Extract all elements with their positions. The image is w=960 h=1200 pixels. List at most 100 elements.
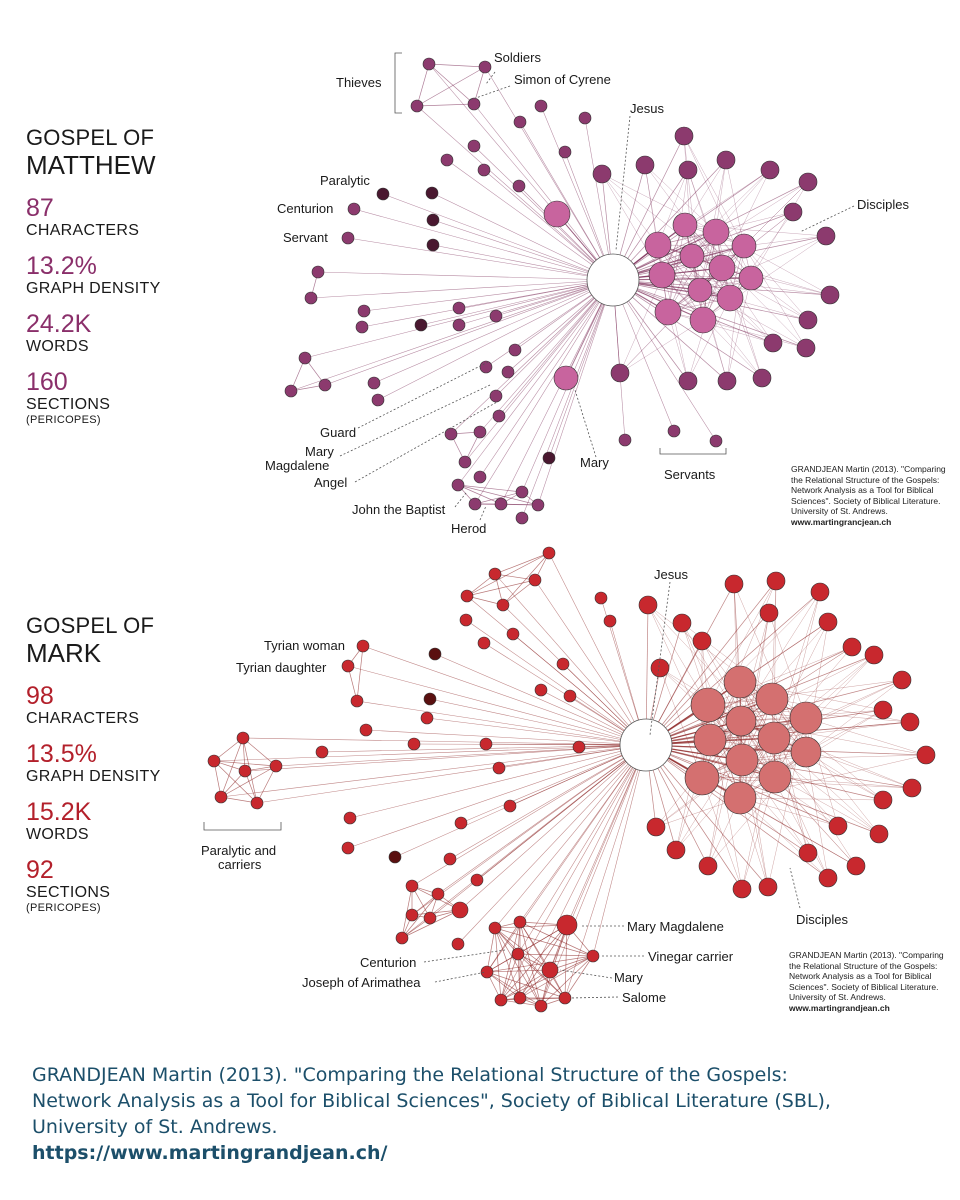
mark-label-jesus: Jesus <box>654 567 688 582</box>
matthew-node-45 <box>515 511 529 525</box>
matthew-ring-node-62 <box>752 368 772 388</box>
mark-node-19 <box>563 689 577 703</box>
mark-ring-node-81 <box>646 817 666 837</box>
matthew-node-33 <box>501 365 515 379</box>
matthew-hub-node-67 <box>543 200 571 228</box>
mark-node-25 <box>250 796 264 810</box>
mark-node-52 <box>558 991 572 1005</box>
mark-node-10 <box>428 647 442 661</box>
matthew-node-30 <box>371 393 385 407</box>
mark-disciple-node-83 <box>690 687 726 723</box>
mark-node-33 <box>341 841 355 855</box>
matthew-node-0 <box>422 57 436 71</box>
footer-line1: GRANDJEAN Martin (2013). "Comparing the … <box>32 1064 788 1086</box>
mark-node-45 <box>488 921 502 935</box>
mark-node-34 <box>388 850 402 864</box>
mark-node-24 <box>214 790 228 804</box>
mark-density-value: 13.5% <box>26 740 97 768</box>
mark-density-stat: 13.5% GRAPH DENSITY <box>26 740 161 786</box>
matthew-node-39 <box>473 470 487 484</box>
matthew-disciple-node-70 <box>672 212 698 238</box>
matthew-node-42 <box>468 497 482 511</box>
mark-ring-node-67 <box>873 700 893 720</box>
matthew-ring-node-63 <box>717 371 737 391</box>
mark-node-49 <box>586 949 600 963</box>
matthew-ring-node-65 <box>610 363 630 383</box>
matthew-ring-node-59 <box>798 310 818 330</box>
mark-citation-url: www.martingrandjean.ch <box>789 1002 890 1013</box>
mark-ring-node-63 <box>818 612 838 632</box>
mark-words-value: 15.2K <box>26 798 92 826</box>
mark-node-18 <box>534 683 548 697</box>
matthew-jesus-node <box>586 253 640 307</box>
footer-line2: Network Analysis as a Tool for Biblical … <box>32 1090 831 1112</box>
mark-node-0 <box>542 546 556 560</box>
matthew-ring-node-52 <box>678 160 698 180</box>
mark-label-vinegar: Vinegar carrier <box>648 949 734 964</box>
matthew-node-48 <box>667 424 681 438</box>
mark-nodes <box>207 546 936 1013</box>
mark-title-line2: MARK <box>26 638 102 668</box>
matthew-characters-value: 87 <box>26 194 54 222</box>
mark-node-22 <box>238 764 252 778</box>
matthew-label-guard: Guard <box>320 425 356 440</box>
mark-ring-node-64 <box>842 637 862 657</box>
matthew-label-simon: Simon of Cyrene <box>514 72 611 87</box>
matthew-node-16 <box>341 231 355 245</box>
matthew-citation-line3: Network Analysis as a Tool for Biblical <box>791 485 934 495</box>
matthew-node-1 <box>478 60 492 74</box>
matthew-disciple-node-80 <box>689 306 717 334</box>
mark-ring-node-62 <box>810 582 830 602</box>
matthew-node-12 <box>376 187 390 201</box>
matthew-node-44 <box>515 485 529 499</box>
matthew-disciple-node-75 <box>708 254 736 282</box>
mark-node-5 <box>594 591 608 605</box>
matthew-node-14 <box>347 202 361 216</box>
matthew-node-35 <box>492 409 506 423</box>
mark-characters-label: CHARACTERS <box>26 710 140 727</box>
mark-node-32 <box>343 811 357 825</box>
matthew-ring-node-61 <box>796 338 816 358</box>
mark-ring-node-70 <box>902 778 922 798</box>
matthew-node-17 <box>426 238 440 252</box>
mark-node-53 <box>513 991 527 1005</box>
matthew-label-paralytic: Paralytic <box>320 173 370 188</box>
mark-node-47 <box>511 947 525 961</box>
matthew-ring-node-54 <box>760 160 780 180</box>
footer-link[interactable]: https://www.martingrandjean.ch/ <box>32 1142 388 1164</box>
mark-sections-stat: 92 SECTIONS (PERICOPES) <box>26 856 161 914</box>
matthew-words-label: WORDS <box>26 338 89 355</box>
matthew-disciple-node-73 <box>648 261 676 289</box>
mark-disciple-node-84 <box>723 665 757 699</box>
mark-sections-sub: (PERICOPES) <box>26 902 101 914</box>
matthew-label-jesus: Jesus <box>630 101 664 116</box>
mark-node-14 <box>350 694 364 708</box>
mark-node-17 <box>420 711 434 725</box>
mark-ring-node-61 <box>759 603 779 623</box>
mark-node-30 <box>503 799 517 813</box>
matthew-label-mary-magdalene-2: Magdalene <box>265 458 329 473</box>
mark-label-mary-magdalene: Mary Magdalene <box>627 919 724 934</box>
matthew-node-47 <box>618 433 632 447</box>
matthew-label-angel: Angel <box>314 475 347 490</box>
matthew-node-41 <box>451 478 465 492</box>
mark-ring-node-71 <box>873 790 893 810</box>
mark-ring-node-57 <box>672 613 692 633</box>
mark-node-41 <box>395 931 409 945</box>
matthew-label-john: John the Baptist <box>352 502 446 517</box>
matthew-label-mary-magdalene-1: Mary <box>305 444 334 459</box>
matthew-node-20 <box>357 304 371 318</box>
mark-disciple-node-90 <box>789 701 823 735</box>
matthew-node-8 <box>440 153 454 167</box>
matthew-disciple-node-79 <box>716 284 744 312</box>
mark-ring-node-69 <box>916 745 936 765</box>
mark-citation-line2: the Relational Structure of the Gospels: <box>789 960 938 971</box>
mark-node-16 <box>359 723 373 737</box>
matthew-label-soldiers: Soldiers <box>494 50 541 65</box>
mark-disciple-node-89 <box>757 721 791 755</box>
mark-node-37 <box>470 873 484 887</box>
matthew-label-servant: Servant <box>283 230 328 245</box>
mark-characters-stat: 98 CHARACTERS <box>26 682 161 728</box>
mark-disciple-node-85 <box>755 682 789 716</box>
mark-words-label: WORDS <box>26 826 89 843</box>
